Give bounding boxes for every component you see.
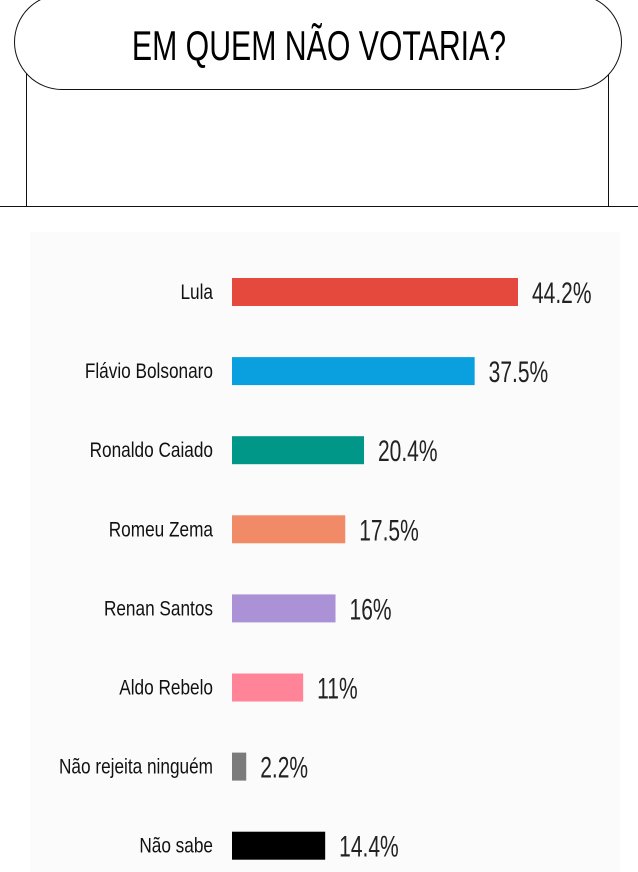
chart-title: EM QUEM NÃO VOTARIA? [131, 22, 507, 69]
bar [232, 357, 475, 386]
value-label: 16% [350, 594, 392, 626]
title-pill [14, 0, 622, 90]
frame-line-left [26, 60, 28, 207]
chart-background [30, 232, 620, 872]
bar [232, 673, 304, 702]
value-label: 2.2% [260, 752, 308, 784]
category-label: Flávio Bolsonaro [85, 361, 213, 384]
category-label: Não sabe [139, 835, 213, 858]
bar [232, 278, 518, 306]
value-label: 14.4% [339, 831, 399, 863]
value-label: 20.4% [378, 436, 438, 468]
bar [232, 594, 336, 623]
category-label: Ronaldo Caiado [90, 440, 213, 463]
value-label: 37.5% [489, 357, 549, 389]
category-label: Renan Santos [104, 598, 213, 621]
bar [232, 831, 326, 860]
value-label: 17.5% [359, 515, 419, 547]
divider-line [0, 206, 638, 208]
value-label: 11% [317, 673, 357, 705]
bar [232, 436, 364, 465]
category-label: Aldo Rebelo [119, 677, 213, 700]
category-label: Lula [180, 282, 213, 305]
category-label: Não rejeita ninguém [59, 756, 213, 779]
frame-line-right [608, 60, 610, 207]
bar [232, 515, 346, 544]
category-label: Romeu Zema [109, 519, 214, 542]
value-label: 44.2% [532, 278, 592, 310]
bar [232, 752, 247, 781]
